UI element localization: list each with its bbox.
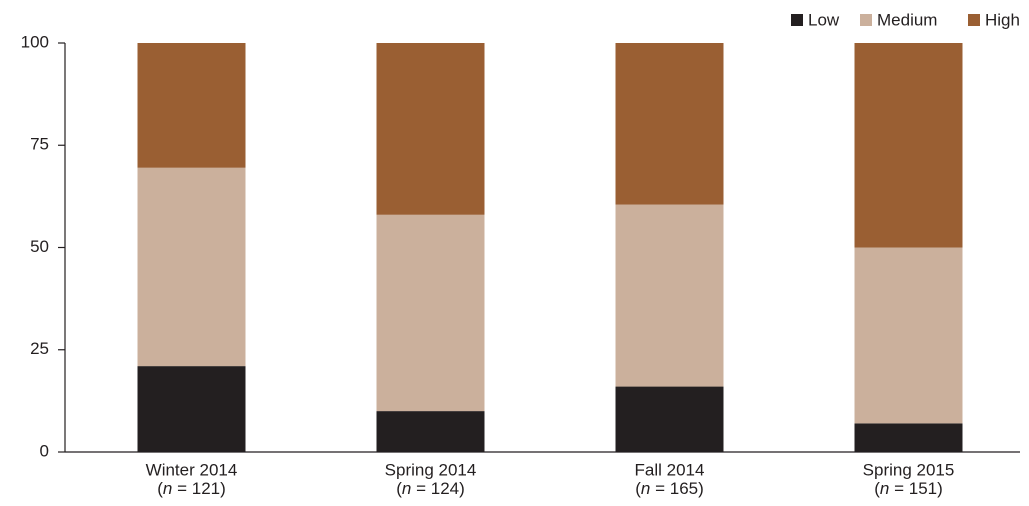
x-tick-note: (n = 165) [635, 479, 704, 498]
x-tick-note: (n = 151) [874, 479, 943, 498]
bar-segment [137, 167, 246, 367]
bar-segment [615, 43, 724, 205]
bar-segment [376, 214, 485, 412]
y-tick-label: 100 [21, 32, 49, 51]
legend-swatch [791, 14, 803, 26]
bar-segment [137, 366, 246, 452]
y-tick-label: 75 [30, 135, 49, 154]
legend-swatch [860, 14, 872, 26]
y-tick-label: 0 [40, 441, 49, 460]
y-tick-label: 25 [30, 339, 49, 358]
bar-segment [376, 411, 485, 452]
x-tick-label: Fall 2014 [635, 460, 705, 479]
bar-segment [615, 386, 724, 452]
x-tick-label: Spring 2014 [385, 460, 477, 479]
x-tick-note: (n = 121) [157, 479, 226, 498]
bar-segment [137, 43, 246, 168]
x-tick-label: Spring 2015 [863, 460, 955, 479]
bar-segment [854, 247, 963, 424]
x-tick-note: (n = 124) [396, 479, 465, 498]
y-tick-label: 50 [30, 237, 49, 256]
legend-label: Medium [877, 10, 937, 29]
legend-label: High [985, 10, 1020, 29]
legend-swatch [968, 14, 980, 26]
bar-segment [615, 204, 724, 387]
bar-segment [854, 423, 963, 452]
legend-label: Low [808, 10, 840, 29]
bar-segment [854, 43, 963, 248]
bar-segment [376, 43, 485, 215]
x-tick-label: Winter 2014 [146, 460, 238, 479]
